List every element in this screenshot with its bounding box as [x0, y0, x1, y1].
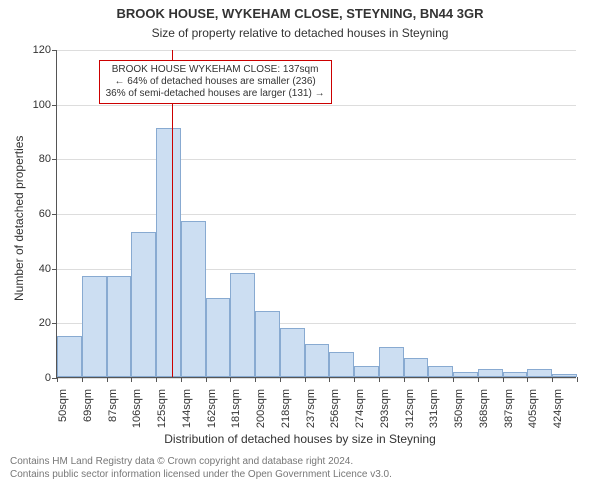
footer-line-2: Contains public sector information licen… — [10, 469, 590, 482]
xtick-label: 162sqm — [206, 389, 218, 428]
xtick-label: 237sqm — [305, 389, 317, 428]
ytick-mark — [52, 159, 57, 160]
xtick-mark — [453, 377, 454, 382]
histogram-bar — [305, 344, 330, 377]
xtick-mark — [329, 377, 330, 382]
ytick-label: 0 — [45, 372, 51, 384]
annotation-line-1: BROOK HOUSE WYKEHAM CLOSE: 137sqm — [106, 64, 325, 76]
xtick-mark — [503, 377, 504, 382]
gridline — [57, 214, 576, 215]
xtick-label: 256sqm — [329, 389, 341, 428]
histogram-bar — [354, 366, 379, 377]
xtick-mark — [577, 377, 578, 382]
histogram-bar — [552, 374, 577, 377]
xtick-mark — [478, 377, 479, 382]
xtick-mark — [527, 377, 528, 382]
histogram-bar — [181, 221, 206, 377]
histogram-bar — [503, 372, 528, 377]
xtick-mark — [404, 377, 405, 382]
xtick-mark — [82, 377, 83, 382]
xtick-mark — [280, 377, 281, 382]
histogram-bar — [453, 372, 478, 377]
xtick-label: 368sqm — [478, 389, 490, 428]
histogram-bar — [255, 311, 280, 377]
chart-title-line1: BROOK HOUSE, WYKEHAM CLOSE, STEYNING, BN… — [0, 6, 600, 21]
xtick-label: 293sqm — [379, 389, 391, 428]
xtick-mark — [156, 377, 157, 382]
histogram-bar — [478, 369, 503, 377]
xtick-mark — [255, 377, 256, 382]
xtick-label: 87sqm — [107, 389, 119, 422]
histogram-bar — [107, 276, 132, 377]
chart-title-line2: Size of property relative to detached ho… — [0, 26, 600, 40]
xtick-mark — [57, 377, 58, 382]
histogram-bar — [379, 347, 404, 377]
ytick-mark — [52, 105, 57, 106]
xtick-label: 218sqm — [280, 389, 292, 428]
plot-area: 02040608010012050sqm69sqm87sqm106sqm125s… — [56, 50, 576, 378]
xtick-mark — [428, 377, 429, 382]
xtick-mark — [230, 377, 231, 382]
ytick-label: 20 — [39, 317, 51, 329]
xtick-mark — [107, 377, 108, 382]
histogram-bar — [206, 298, 231, 377]
gridline — [57, 105, 576, 106]
ytick-mark — [52, 214, 57, 215]
xtick-label: 50sqm — [57, 389, 69, 422]
ytick-label: 100 — [33, 99, 51, 111]
xtick-label: 424sqm — [552, 389, 564, 428]
annotation-line-3: 36% of semi-detached houses are larger (… — [106, 88, 325, 100]
xtick-label: 312sqm — [404, 389, 416, 428]
ytick-label: 60 — [39, 208, 51, 220]
histogram-bar — [57, 336, 82, 377]
histogram-bar — [527, 369, 552, 377]
gridline — [57, 159, 576, 160]
chart-container: BROOK HOUSE, WYKEHAM CLOSE, STEYNING, BN… — [0, 0, 600, 500]
gridline — [57, 50, 576, 51]
xtick-label: 125sqm — [156, 389, 168, 428]
ytick-label: 120 — [33, 44, 51, 56]
histogram-bar — [131, 232, 156, 377]
footer-line-1: Contains HM Land Registry data © Crown c… — [10, 456, 590, 469]
ytick-mark — [52, 269, 57, 270]
x-axis-label: Distribution of detached houses by size … — [0, 432, 600, 446]
xtick-mark — [131, 377, 132, 382]
xtick-label: 181sqm — [230, 389, 242, 428]
xtick-label: 405sqm — [527, 389, 539, 428]
annotation-box: BROOK HOUSE WYKEHAM CLOSE: 137sqm ← 64% … — [99, 60, 332, 104]
xtick-label: 387sqm — [503, 389, 515, 428]
histogram-bar — [156, 128, 181, 377]
xtick-mark — [354, 377, 355, 382]
histogram-bar — [329, 352, 354, 377]
ytick-mark — [52, 323, 57, 324]
xtick-label: 350sqm — [453, 389, 465, 428]
histogram-bar — [280, 328, 305, 377]
footer-attribution: Contains HM Land Registry data © Crown c… — [10, 456, 590, 481]
annotation-line-2: ← 64% of detached houses are smaller (23… — [106, 76, 325, 88]
xtick-mark — [181, 377, 182, 382]
y-axis-label: Number of detached properties — [12, 136, 26, 301]
xtick-label: 144sqm — [181, 389, 193, 428]
gridline — [57, 378, 576, 379]
histogram-bar — [404, 358, 429, 377]
histogram-bar — [82, 276, 107, 377]
xtick-mark — [206, 377, 207, 382]
xtick-label: 331sqm — [428, 389, 440, 428]
xtick-label: 106sqm — [131, 389, 143, 428]
ytick-mark — [52, 50, 57, 51]
ytick-label: 80 — [39, 153, 51, 165]
histogram-bar — [428, 366, 453, 377]
xtick-mark — [379, 377, 380, 382]
xtick-label: 200sqm — [255, 389, 267, 428]
xtick-mark — [552, 377, 553, 382]
xtick-mark — [305, 377, 306, 382]
histogram-bar — [230, 273, 255, 377]
xtick-label: 274sqm — [354, 389, 366, 428]
ytick-label: 40 — [39, 263, 51, 275]
xtick-label: 69sqm — [82, 389, 94, 422]
